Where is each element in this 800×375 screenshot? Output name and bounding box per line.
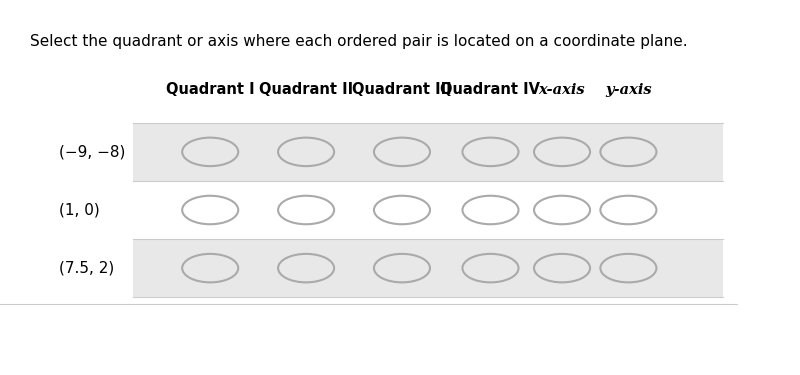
Circle shape (278, 196, 334, 224)
Circle shape (278, 138, 334, 166)
Text: (7.5, 2): (7.5, 2) (59, 261, 114, 276)
Circle shape (278, 254, 334, 282)
Circle shape (600, 196, 657, 224)
Circle shape (534, 196, 590, 224)
Circle shape (182, 254, 238, 282)
Text: Quadrant IV: Quadrant IV (441, 82, 541, 98)
Circle shape (462, 196, 518, 224)
Circle shape (462, 138, 518, 166)
Circle shape (600, 138, 657, 166)
Circle shape (462, 254, 518, 282)
FancyBboxPatch shape (133, 239, 723, 297)
Circle shape (374, 196, 430, 224)
Circle shape (182, 196, 238, 224)
Circle shape (534, 254, 590, 282)
Text: (−9, −8): (−9, −8) (59, 144, 126, 159)
Circle shape (534, 138, 590, 166)
Text: Quadrant II: Quadrant II (259, 82, 353, 98)
Text: y-axis: y-axis (605, 83, 652, 97)
Text: (1, 0): (1, 0) (59, 202, 100, 217)
Text: Quadrant III: Quadrant III (352, 82, 452, 98)
Text: Quadrant I: Quadrant I (166, 82, 254, 98)
FancyBboxPatch shape (133, 123, 723, 181)
Text: x-axis: x-axis (538, 83, 586, 97)
Circle shape (374, 138, 430, 166)
Circle shape (600, 254, 657, 282)
Text: Select the quadrant or axis where each ordered pair is located on a coordinate p: Select the quadrant or axis where each o… (30, 34, 687, 49)
Circle shape (374, 254, 430, 282)
Circle shape (182, 138, 238, 166)
